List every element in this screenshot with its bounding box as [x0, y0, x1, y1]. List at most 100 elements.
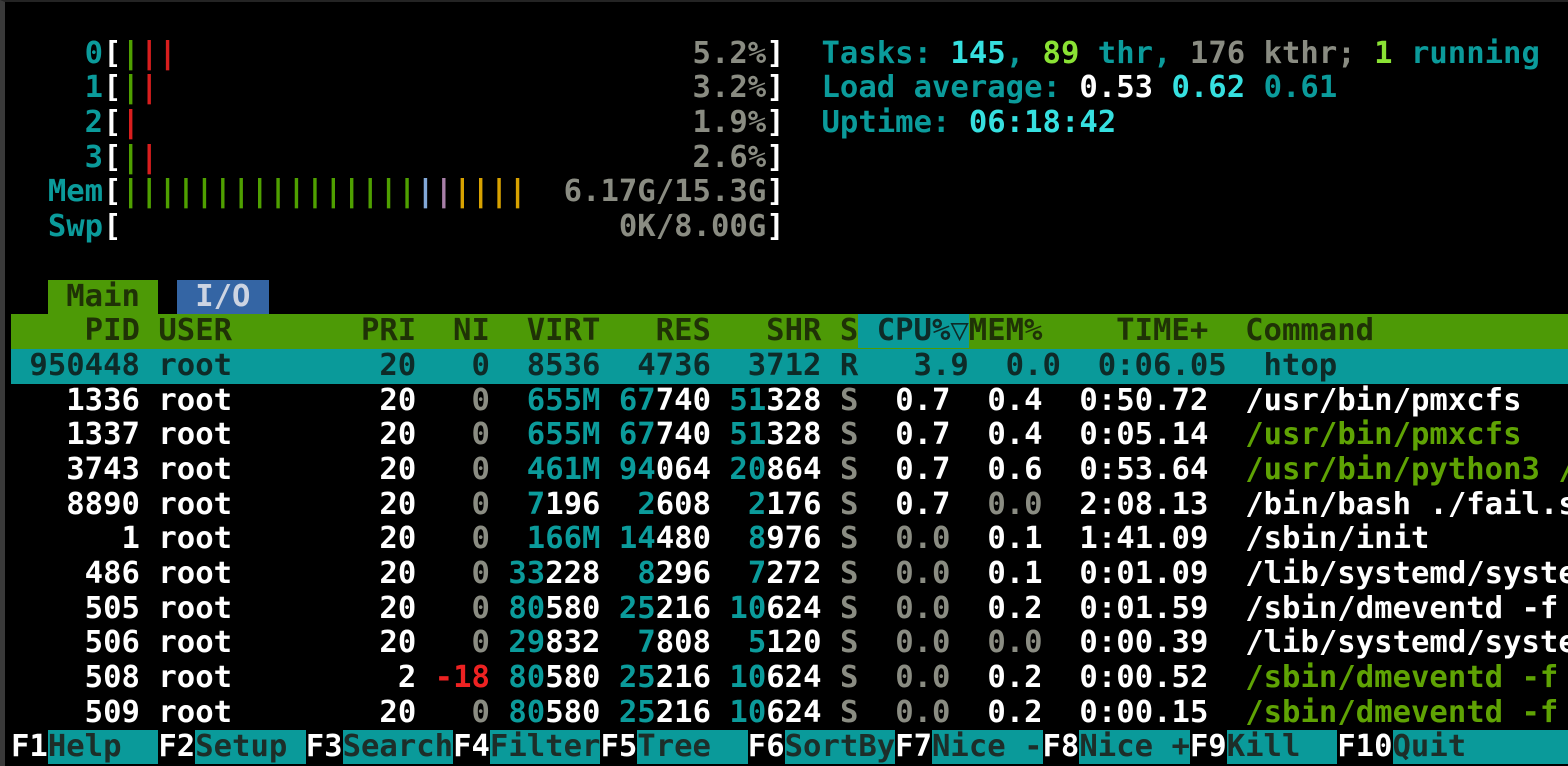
fkey-f10-quit[interactable]: Quit — [1392, 730, 1568, 765]
fkey-f10[interactable]: F10 — [1337, 730, 1393, 765]
shr-hi: 20 — [729, 452, 767, 487]
fkey-f1[interactable]: F1 — [11, 730, 48, 765]
shr-hi: 51 — [729, 383, 767, 418]
gap — [490, 384, 527, 418]
shr-hi: 51 — [729, 418, 767, 453]
state: S — [821, 626, 859, 661]
process-row-1337[interactable]: 1337 root 20 0 655M 67740 51328 S 0.7 0.… — [11, 418, 1568, 453]
fkey-f8[interactable]: F8 — [1042, 730, 1080, 765]
fkey-f7[interactable]: F7 — [895, 730, 932, 765]
gap — [140, 418, 158, 452]
process-row-509[interactable]: 509 root 20 0 80580 25216 10624 S 0.0 0.… — [11, 696, 1568, 731]
selected-process-htop[interactable]: 950448 root 20 0 8536 4736 3712 R 3.9 0.… — [11, 348, 1338, 383]
cpu-bar-green: | — [121, 71, 140, 106]
cpu-pct: 0.0 — [858, 557, 951, 591]
fkey-f2-setup[interactable]: Setup — [195, 730, 306, 765]
meter-bracket: ] — [766, 210, 785, 245]
blank-row-top — [11, 2, 1568, 37]
meter-bracket: [ — [103, 210, 122, 245]
gap — [711, 522, 748, 556]
header-columns: PID USER PRI NI VIRT RES SHR S — [11, 314, 859, 349]
gap — [140, 453, 158, 487]
fkey-f7-nice-minus[interactable]: Nice - — [932, 730, 1043, 765]
cpu-pct: 0.0 — [858, 661, 951, 696]
gap — [1208, 696, 1245, 730]
cpu-bar-red: | — [139, 140, 159, 175]
gap — [600, 557, 637, 591]
res-hi: 25 — [618, 591, 656, 626]
state: S — [821, 452, 859, 487]
nice: 0 — [416, 418, 490, 453]
cpu-pct: 0.0 — [858, 695, 951, 730]
process-row-486[interactable]: 486 root 20 0 33228 8296 7272 S 0.0 0.1 … — [11, 557, 1568, 592]
pid: 506 — [11, 626, 140, 661]
fkey-f4-filter[interactable]: Filter — [489, 730, 601, 765]
cpu-pct: 0.0 — [858, 591, 951, 626]
res-lo: 608 — [655, 487, 711, 522]
fkey-f6-sortby[interactable]: SortBy — [784, 730, 896, 765]
gap — [490, 592, 508, 626]
pid: 1337 — [11, 418, 140, 453]
user: root — [158, 487, 325, 522]
pri: 2 — [324, 661, 417, 696]
process-row-1336[interactable]: 1336 root 20 0 655M 67740 51328 S 0.7 0.… — [11, 384, 1568, 419]
fkey-f3[interactable]: F3 — [305, 730, 343, 765]
gap — [11, 280, 48, 314]
tab-main[interactable]: Main — [47, 279, 159, 314]
swap-value: 0K/8.00G — [618, 210, 767, 245]
meter-bracket: [ — [103, 140, 122, 175]
meter-bracket: ] — [766, 71, 785, 106]
meter-bracket: [ — [103, 175, 122, 210]
pid: 505 — [11, 591, 140, 626]
gap — [711, 696, 729, 730]
time: 0:01.59 — [1042, 591, 1209, 626]
fkey-f8-nice-plus[interactable]: Nice + — [1079, 730, 1190, 765]
process-row-8890[interactable]: 8890 root 20 0 7196 2608 2176 S 0.7 0.0 … — [11, 488, 1568, 523]
process-row-selected[interactable]: 950448 root 20 0 8536 4736 3712 R 3.9 0.… — [11, 348, 1568, 384]
nice: 0 — [416, 522, 490, 557]
meter-space — [158, 141, 692, 175]
sort-column-cpu[interactable]: CPU%▽ — [858, 314, 969, 349]
fkey-f1-help[interactable]: Help — [47, 730, 159, 765]
command-thread: /usr/bin/pmxcfs — [1245, 418, 1522, 453]
gap — [600, 384, 618, 418]
fkey-f4[interactable]: F4 — [453, 730, 490, 765]
tab-io[interactable]: I/O — [176, 279, 269, 314]
cpu-pct: 0.0 — [858, 522, 951, 557]
fkey-f9-kill[interactable]: Kill — [1226, 730, 1338, 765]
meter-bracket: [ — [103, 36, 122, 71]
gap — [711, 626, 748, 660]
shr-hi: 10 — [729, 695, 767, 730]
process-row-508[interactable]: 508 root 2 -18 80580 25216 10624 S 0.0 0… — [11, 661, 1568, 696]
gap — [711, 453, 729, 487]
load-15min: 0.61 — [1263, 71, 1338, 106]
process-row-3743[interactable]: 3743 root 20 0 461M 94064 20864 S 0.7 0.… — [11, 453, 1568, 488]
fkey-f5[interactable]: F5 — [600, 730, 638, 765]
mem-pct: 0.2 — [950, 695, 1043, 730]
mem-bar-shared: | — [434, 175, 454, 210]
gap — [711, 557, 748, 591]
fkey-f3-search[interactable]: Search — [342, 730, 454, 765]
shr-hi: 2 — [747, 487, 767, 522]
process-row-506[interactable]: 506 root 20 0 29832 7808 5120 S 0.0 0.0 … — [11, 626, 1568, 661]
process-row-1[interactable]: 1 root 20 0 166M 14480 8976 S 0.0 0.1 1:… — [11, 522, 1568, 557]
fkey-f5-tree[interactable]: Tree — [637, 730, 748, 765]
state: S — [821, 522, 859, 557]
fkey-f2[interactable]: F2 — [158, 730, 196, 765]
command: /lib/systemd/system — [1208, 557, 1568, 591]
fkey-f9[interactable]: F9 — [1189, 730, 1227, 765]
fkey-f6[interactable]: F6 — [747, 730, 785, 765]
time: 0:05.14 — [1042, 418, 1209, 453]
meter-bracket: ] — [766, 175, 785, 210]
mem-pct: 0.0 — [950, 626, 1043, 661]
cpu-pct: 0.0 — [858, 626, 951, 661]
user: root — [158, 383, 325, 418]
process-row-505[interactable]: 505 root 20 0 80580 25216 10624 S 0.0 0.… — [11, 592, 1568, 627]
user: root — [158, 695, 325, 730]
command: /sbin/dmeventd -f — [1208, 591, 1559, 626]
nice: 0 — [416, 591, 490, 626]
virt-lo: 196 — [545, 487, 601, 522]
virt-lo: 580 — [545, 661, 601, 696]
virt-hi: 80 — [508, 661, 546, 696]
gap — [158, 280, 176, 314]
